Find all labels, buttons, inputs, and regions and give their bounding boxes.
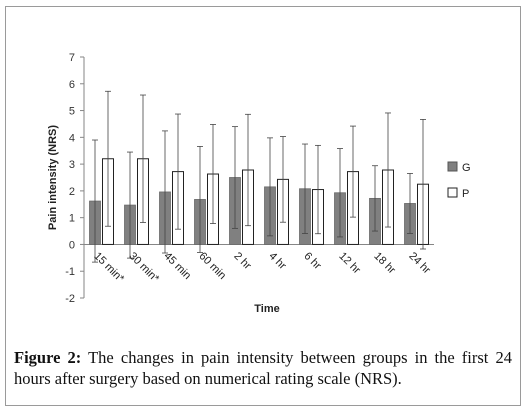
legend-label-g: G	[462, 162, 471, 174]
x-tick-label: 18 hr	[371, 250, 397, 276]
x-tick-label: 24 hr	[406, 250, 432, 276]
y-tick-label: 4	[69, 132, 75, 144]
y-axis-title: Pain intensity (NRS)	[47, 125, 59, 230]
y-tick-label: 3	[69, 159, 75, 171]
x-tick-label: 12 hr	[336, 250, 362, 276]
y-tick-label: 0	[69, 239, 75, 251]
x-axis-title: Time	[254, 303, 279, 315]
x-tick-label: 15 min*	[91, 250, 126, 285]
y-tick-label: 6	[69, 79, 75, 91]
legend-label-p: P	[462, 188, 469, 200]
x-tick-label: 4 hr	[266, 250, 288, 272]
y-tick-label: 5	[69, 106, 75, 118]
x-tick-label: 30 min*	[126, 250, 161, 285]
x-tick-label: 2 hr	[231, 250, 253, 272]
y-tick-label: 7	[69, 52, 75, 64]
legend-swatch-g	[447, 161, 458, 172]
y-tick-label: 2	[69, 186, 75, 198]
y-tick-label: -2	[65, 293, 75, 305]
x-tick-label: 45 min	[161, 250, 193, 282]
figure-caption: Figure 2: The changes in pain intensity …	[14, 347, 512, 389]
caption-label: Figure 2:	[14, 348, 82, 367]
legend-swatch-p	[447, 187, 458, 198]
x-tick-label: 60 min	[196, 250, 228, 282]
bar-chart: -2 -1 0 1 2 3 4 5 6 7 Pain intensity (NRS) 15 min* 3…	[47, 52, 471, 315]
y-tick-label: -1	[65, 266, 75, 278]
caption-text: The changes in pain intensity between gr…	[14, 348, 512, 388]
y-tick-label: 1	[69, 213, 75, 225]
x-tick-label: 6 hr	[301, 250, 323, 272]
